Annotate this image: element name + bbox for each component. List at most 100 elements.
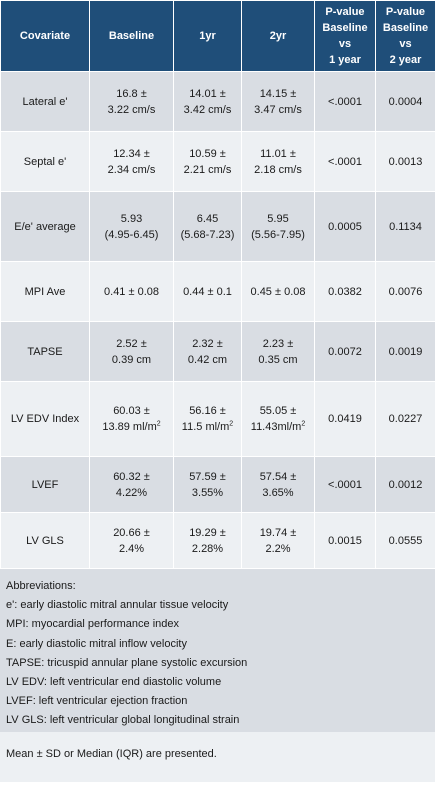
cell-line: 20.66 ±	[92, 525, 171, 541]
cell-line: 11.43ml/m2	[244, 419, 312, 435]
covariate-cell: LVEF	[0, 456, 90, 513]
cell-text: 60.03 ±	[113, 405, 150, 417]
yr1-cell: 56.16 ± 11.5 ml/m2	[173, 381, 242, 457]
yr2-cell: 5.95 (5.56-7.95)	[241, 191, 315, 262]
cell-text: 19.74 ±	[259, 526, 297, 539]
cell-line: 0.42 cm	[176, 352, 239, 368]
cell-line: 3.65%	[244, 485, 312, 501]
header-line: vs	[338, 38, 352, 50]
baseline-cell: 0.41 ± 0.08	[89, 261, 174, 322]
table-row: TAPSE 2.52 ± 0.39 cm 2.32 ± 0.42 cm 2.23 ± 0.3…	[0, 321, 435, 382]
cell-text: 0.42 cm	[187, 353, 228, 366]
yr2-cell: 2.23 ± 0.35 cm	[241, 321, 315, 382]
cell-text: 3.65%	[262, 486, 294, 499]
cell-text: 3.55%	[191, 486, 224, 499]
yr1-cell: 19.29 ± 2.28%	[173, 512, 242, 569]
cell-text: 5.95	[267, 212, 289, 225]
cell-text: 3.22 cm/s	[107, 103, 156, 116]
cell-text: 2.32 ±	[192, 337, 223, 350]
unit-superscript: 2	[229, 420, 234, 428]
cell-line: 16.8 ±	[92, 86, 171, 102]
header-line: Baseline	[322, 22, 368, 34]
p-value-2year-cell: 0.1134	[375, 191, 435, 262]
abbreviation-line: e': early diastolic mitral annular tissu…	[6, 599, 229, 612]
cell-text: 11.5 ml/m	[181, 421, 230, 433]
baseline-cell: 12.34 ± 2.34 cm/s	[89, 131, 174, 192]
cell-line: 19.29 ±	[176, 525, 239, 541]
cell-text: 14.01 ±	[189, 87, 226, 100]
cell-line: 0.44 ± 0.1	[176, 284, 239, 300]
p-value-1year-cell: <.0001	[314, 71, 376, 132]
cell-text: 11.01 ±	[260, 147, 296, 160]
yr1-cell: 10.59 ± 2.21 cm/s	[173, 131, 242, 192]
abbreviation-line: MPI: myocardial performance index	[6, 618, 180, 631]
baseline-cell: 60.03 ± 13.89 ml/m2	[89, 381, 174, 457]
p-value-1year-cell: <.0001	[314, 456, 376, 513]
abbreviation-line: LV GLS: left ventricular global longitud…	[6, 714, 240, 727]
header-covariate: Covariate	[0, 0, 90, 72]
header-1yr: 1yr	[173, 0, 242, 72]
yr2-cell: 55.05 ± 11.43ml/m2	[241, 381, 315, 457]
p-value-1year-cell: 0.0005	[314, 191, 376, 262]
covariate-cell: Lateral e'	[0, 71, 90, 132]
cell-line: (5.68-7.23)	[176, 227, 239, 243]
header-row: Covariate Baseline 1yr 2yr P-value Basel…	[0, 0, 435, 72]
cell-line: 12.34 ±	[92, 146, 171, 162]
cell-text: 14.15 ±	[259, 87, 297, 100]
cell-line: 6.45	[176, 211, 239, 227]
cell-text: 0.35 cm	[258, 353, 298, 366]
p-value-1year-cell: 0.0015	[314, 512, 376, 569]
baseline-cell: 20.66 ± 2.4%	[89, 512, 174, 569]
footer-note: Mean ± SD or Median (IQR) are presented.	[0, 732, 435, 782]
cell-text: 16.8 ±	[116, 87, 147, 100]
cell-line: 2.23 ±	[244, 336, 312, 352]
p-value-2year-cell: 0.0555	[375, 512, 435, 569]
cell-text: 5.93	[120, 212, 143, 225]
table-body: Lateral e' 16.8 ± 3.22 cm/s 14.01 ± 3.42 cm/…	[0, 71, 435, 569]
yr1-cell: 6.45 (5.68-7.23)	[173, 191, 242, 262]
cell-text: 4.22%	[115, 486, 148, 499]
header-line: 2 year	[389, 54, 422, 66]
cell-text: 57.59 ±	[189, 470, 226, 483]
cell-line: (4.95-6.45)	[92, 227, 171, 243]
cell-text: 2.52 ±	[116, 337, 147, 350]
cell-line: 2.18 cm/s	[244, 162, 312, 178]
cell-text: 2.4%	[118, 542, 145, 555]
p-value-1year-cell: 0.0419	[314, 381, 376, 457]
cell-line: 3.22 cm/s	[92, 102, 171, 118]
cell-line: 14.15 ±	[244, 86, 312, 102]
cell-line: (5.56-7.95)	[244, 227, 312, 243]
cell-text: 10.59 ±	[189, 147, 226, 160]
cell-text: 6.45	[196, 212, 219, 225]
yr1-cell: 14.01 ± 3.42 cm/s	[173, 71, 242, 132]
cell-text: 12.34 ±	[113, 147, 150, 160]
abbreviations-box: Abbreviations: e': early diastolic mitra…	[0, 569, 435, 732]
p-value-2year-cell: 0.0227	[375, 381, 435, 457]
covariate-cell: Septal e'	[0, 131, 90, 192]
cell-line: 11.5 ml/m2	[176, 419, 239, 435]
cell-text: 2.18 cm/s	[254, 163, 302, 176]
header-line: Baseline	[382, 22, 429, 34]
results-table: Covariate Baseline 1yr 2yr P-value Basel…	[0, 0, 435, 569]
cell-line: 0.41 ± 0.08	[92, 284, 171, 300]
cell-text: 57.54 ±	[259, 470, 297, 483]
cell-line: 60.03 ±	[92, 403, 171, 419]
cell-line: 4.22%	[92, 485, 171, 501]
cell-line: 3.55%	[176, 485, 239, 501]
table-row: LV EDV Index 60.03 ±13.89 ml/m2 56.16 ±11.…	[0, 381, 435, 457]
cell-text: (5.56-7.95)	[251, 228, 305, 241]
header-2yr: 2yr	[241, 0, 315, 72]
cell-line: 2.4%	[92, 541, 171, 557]
header-line: vs	[399, 38, 412, 50]
cell-line: 2.32 ±	[176, 336, 239, 352]
cell-line: 2.2%	[244, 541, 312, 557]
cell-line: 3.47 cm/s	[244, 102, 312, 118]
table-row: E/e' average 5.93 (4.95-6.45) 6.45 (5.68-7.2…	[0, 191, 435, 262]
cell-text: 2.23 ±	[262, 337, 294, 350]
cell-line: 10.59 ±	[176, 146, 239, 162]
p-value-1year-cell: 0.0382	[314, 261, 376, 322]
cell-text: 55.05 ±	[259, 405, 297, 417]
p-value-2year-cell: 0.0019	[375, 321, 435, 382]
header-line: P-value	[385, 6, 426, 18]
cell-line: 2.28%	[176, 541, 239, 557]
